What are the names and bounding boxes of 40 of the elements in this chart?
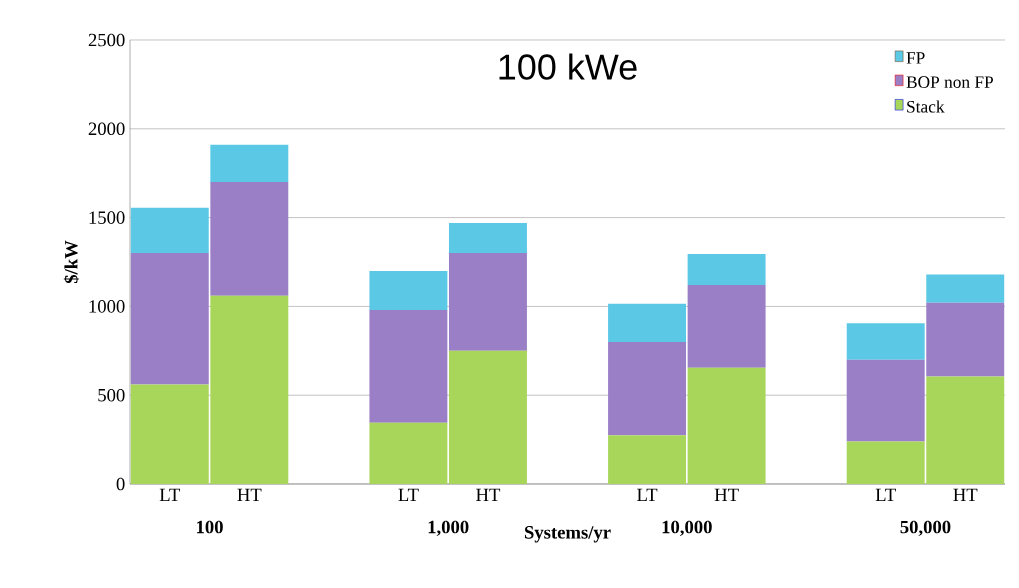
bar [448,222,527,254]
y-tick-label: 500 [98,388,125,402]
y-tick-label: 2500 [88,33,125,47]
legend-label: BOP non FP [906,76,993,88]
bar [608,303,687,342]
y-tick-label: 2000 [88,122,125,136]
bar [608,435,687,484]
text: 100 [197,520,223,534]
x-axis-title: Systems/yr [524,526,611,543]
bar [846,323,925,360]
bar [926,274,1005,303]
bar [210,144,289,183]
bar [369,270,448,310]
x-tick-label: LT [398,488,419,501]
bar [448,253,527,351]
legend-label: Stack [907,100,945,113]
x-tick-label: LT [637,488,658,501]
bar [687,367,766,484]
bar [687,285,766,368]
x-tick-label: HT [714,488,739,501]
x-tick-label: HT [476,488,501,501]
y-tick-label: 0 [116,477,125,491]
bar [608,341,687,436]
x-tick-label: HT [237,488,262,501]
y-axis-title: $/kW [63,240,79,284]
bar [369,309,448,423]
x-tick-label: LT [159,488,181,501]
x-tick-label: HT [953,488,978,501]
bar [687,254,766,286]
chart-title: 100 kWe [499,53,637,80]
bar [369,422,448,484]
y-tick-label: 1000 [89,300,125,313]
text: 10,000 [662,520,712,537]
x-tick-label: LT [875,488,896,501]
y-tick-label: 1500 [89,211,125,224]
bar [448,350,527,484]
text: 50,000 [900,520,951,537]
legend-label: FP [906,52,925,64]
text: 1,000 [428,520,469,537]
bar [130,207,209,254]
